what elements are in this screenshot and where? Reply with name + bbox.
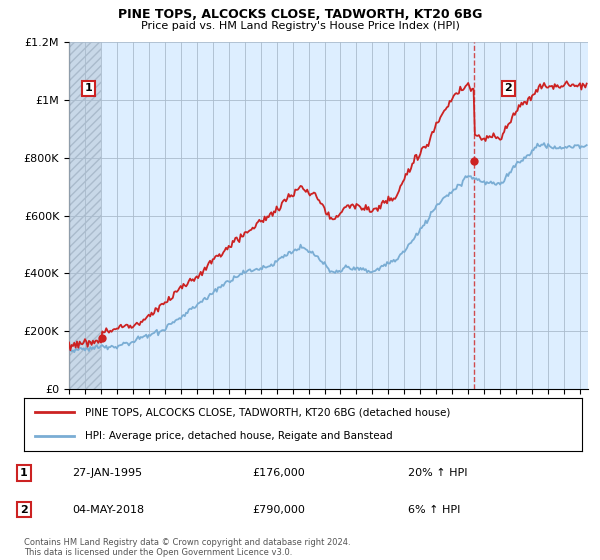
Text: PINE TOPS, ALCOCKS CLOSE, TADWORTH, KT20 6BG: PINE TOPS, ALCOCKS CLOSE, TADWORTH, KT20…	[118, 8, 482, 21]
Text: 1: 1	[20, 468, 28, 478]
Bar	[69, 42, 101, 389]
Text: Price paid vs. HM Land Registry's House Price Index (HPI): Price paid vs. HM Land Registry's House …	[140, 21, 460, 31]
Text: PINE TOPS, ALCOCKS CLOSE, TADWORTH, KT20 6BG (detached house): PINE TOPS, ALCOCKS CLOSE, TADWORTH, KT20…	[85, 408, 451, 418]
Text: 6% ↑ HPI: 6% ↑ HPI	[408, 505, 460, 515]
Text: HPI: Average price, detached house, Reigate and Banstead: HPI: Average price, detached house, Reig…	[85, 431, 393, 441]
Text: 2: 2	[20, 505, 28, 515]
Text: 1: 1	[84, 83, 92, 94]
Text: 27-JAN-1995: 27-JAN-1995	[72, 468, 142, 478]
Text: 2: 2	[504, 83, 512, 94]
Text: 20% ↑ HPI: 20% ↑ HPI	[408, 468, 467, 478]
Text: 04-MAY-2018: 04-MAY-2018	[72, 505, 144, 515]
Text: £790,000: £790,000	[252, 505, 305, 515]
Text: £176,000: £176,000	[252, 468, 305, 478]
Text: Contains HM Land Registry data © Crown copyright and database right 2024.
This d: Contains HM Land Registry data © Crown c…	[24, 538, 350, 557]
